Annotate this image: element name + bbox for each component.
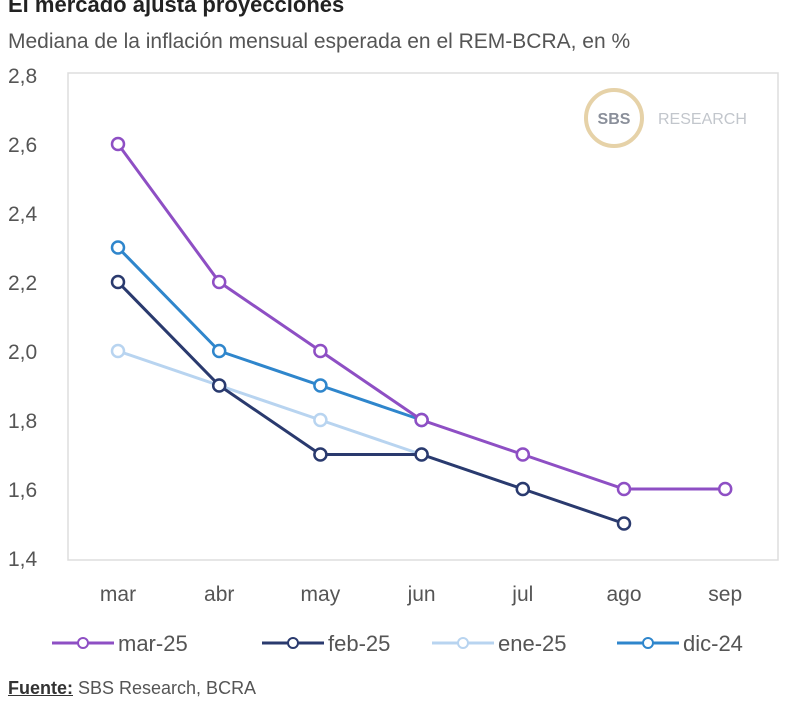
source-text: SBS Research, BCRA bbox=[73, 678, 257, 698]
data-point bbox=[717, 481, 733, 497]
legend-item-ene-25: ene-25 bbox=[432, 631, 567, 656]
series-line bbox=[116, 246, 423, 422]
sbs-logo: SBS RESEARCH bbox=[584, 88, 747, 148]
legend-item-mar-25: mar-25 bbox=[52, 631, 188, 656]
data-point bbox=[110, 343, 126, 359]
y-tick-label: 2,6 bbox=[8, 134, 37, 157]
source-note: Fuente: SBS Research, BCRA bbox=[8, 678, 256, 699]
plot-frame bbox=[67, 72, 779, 561]
x-tick-label: jun bbox=[407, 583, 436, 606]
data-point bbox=[110, 136, 126, 152]
chart-title: El mercado ajusta proyecciones bbox=[8, 0, 345, 17]
data-point bbox=[313, 447, 328, 462]
y-tick-label: 1,6 bbox=[8, 479, 37, 502]
logo-mark: SBS bbox=[598, 111, 631, 128]
data-point bbox=[313, 343, 328, 359]
legend-marker-icon bbox=[287, 637, 299, 649]
logo-ring bbox=[584, 88, 644, 148]
data-point bbox=[515, 481, 531, 497]
y-tick-label: 1,8 bbox=[8, 410, 37, 433]
source-label: Fuente: bbox=[8, 678, 73, 698]
x-tick-label: ago bbox=[606, 583, 641, 606]
series-line bbox=[116, 143, 726, 491]
y-tick-label: 2,4 bbox=[8, 203, 38, 226]
legend-item-dic-24: dic-24 bbox=[617, 631, 743, 656]
y-tick-label: 2,8 bbox=[8, 65, 37, 88]
y-tick-label: 2,0 bbox=[8, 341, 37, 364]
data-point bbox=[211, 378, 227, 393]
data-point bbox=[211, 343, 227, 359]
data-point bbox=[110, 274, 126, 290]
data-point bbox=[313, 412, 328, 428]
data-point bbox=[515, 447, 531, 462]
series-mar-25 bbox=[110, 136, 733, 497]
data-point bbox=[414, 412, 429, 428]
series-line bbox=[116, 280, 625, 525]
data-point bbox=[313, 378, 328, 393]
legend-item-feb-25: feb-25 bbox=[262, 631, 390, 656]
x-tick-label: may bbox=[301, 583, 341, 606]
data-point bbox=[616, 481, 632, 497]
legend-label: mar-25 bbox=[118, 631, 188, 656]
series-ene-25 bbox=[110, 343, 531, 497]
data-point bbox=[211, 274, 227, 290]
legend-marker-icon bbox=[642, 637, 654, 649]
data-point bbox=[110, 240, 126, 255]
x-tick-label: mar bbox=[100, 583, 136, 606]
legend-label: dic-24 bbox=[683, 631, 743, 656]
y-tick-label: 2,2 bbox=[8, 272, 37, 295]
series-feb-25 bbox=[110, 274, 632, 531]
legend-marker-icon bbox=[77, 637, 89, 649]
series-dic-24 bbox=[110, 240, 429, 428]
chart-subtitle: Mediana de la inflación mensual esperada… bbox=[8, 30, 631, 53]
legend-label: feb-25 bbox=[328, 631, 390, 656]
x-tick-label: jul bbox=[511, 583, 533, 606]
legend-label: ene-25 bbox=[498, 631, 567, 656]
data-point bbox=[414, 447, 429, 462]
data-point bbox=[616, 516, 632, 531]
x-tick-label: sep bbox=[708, 583, 742, 606]
y-tick-label: 1,4 bbox=[8, 548, 38, 571]
legend-marker-icon bbox=[457, 637, 469, 649]
x-tick-label: abr bbox=[204, 583, 234, 606]
logo-text: RESEARCH bbox=[658, 111, 747, 128]
